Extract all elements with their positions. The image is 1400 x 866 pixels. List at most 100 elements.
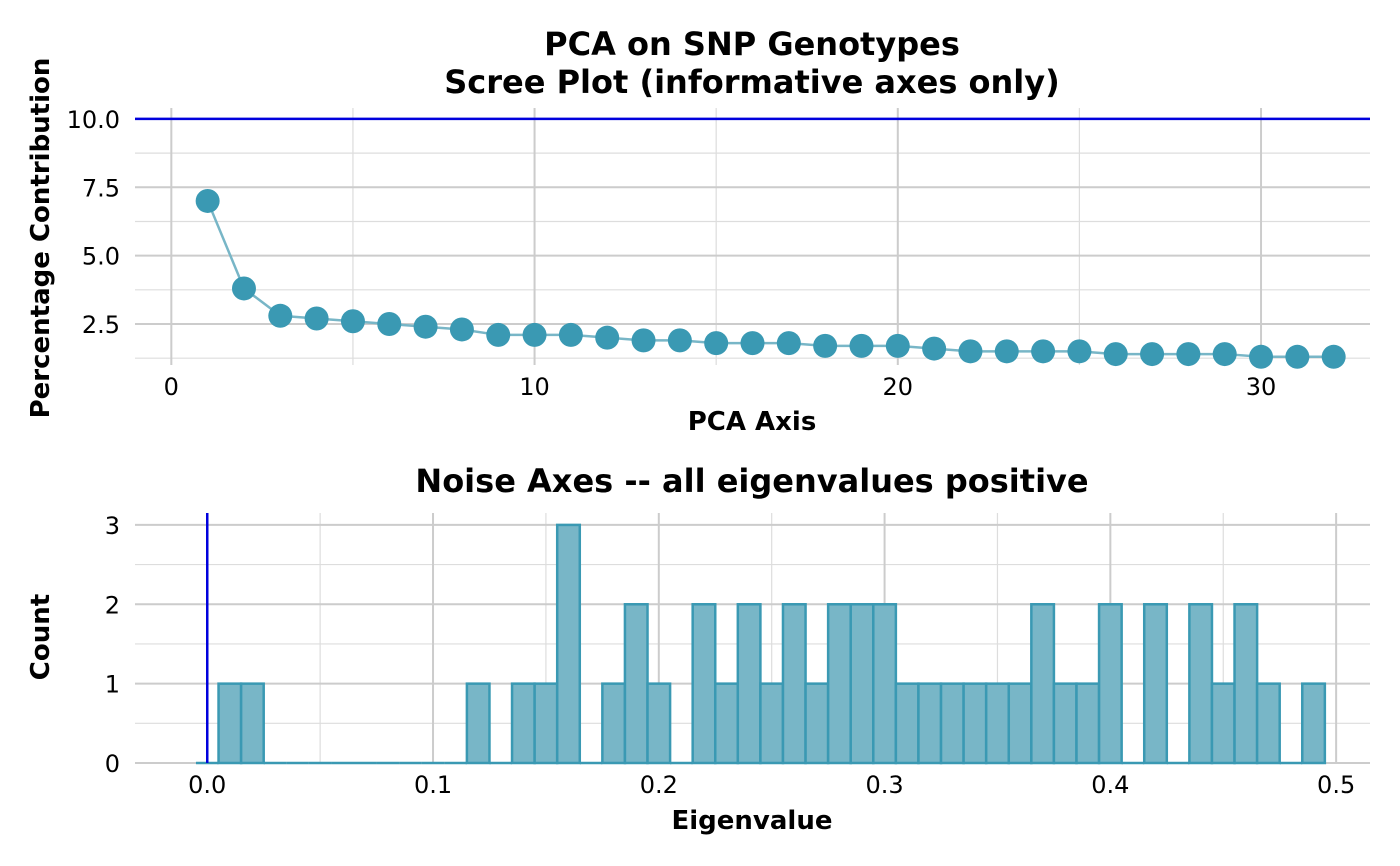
histogram-bar [1142, 603, 1169, 765]
scree-x-tick-label: 20 [883, 373, 914, 401]
scree-point [1140, 342, 1165, 367]
histogram-bar [1097, 603, 1123, 765]
scree-point [195, 188, 220, 213]
scree-x-tick-labels: 0 10 20 30 [164, 373, 1277, 401]
histogram-bar [984, 682, 1011, 765]
scree-point [631, 328, 656, 353]
scree-point [740, 331, 765, 356]
scree-point [231, 276, 256, 301]
histogram-bar [1255, 682, 1281, 765]
histogram-panel: 0.0 0.1 0.2 0.3 0.4 0.5 0 1 2 3 Noise Axes -- al… [26, 462, 1370, 836]
scree-x-axis-label: PCA Axis [688, 407, 817, 437]
scree-points [195, 188, 1346, 369]
histogram-x-tick-label: 0.3 [865, 771, 903, 799]
histogram-bar [1030, 603, 1056, 765]
histogram-bar [826, 603, 852, 765]
scree-series-line [206, 200, 1334, 359]
histogram-bar [533, 682, 559, 765]
histogram-x-tick-label: 0.5 [1317, 771, 1355, 799]
scree-point [340, 309, 365, 334]
scree-y-tick-label: 2.5 [82, 311, 120, 339]
scree-y-tick-label: 5.0 [82, 243, 120, 271]
scree-title-line2: Scree Plot (informative axes only) [444, 63, 1060, 101]
scree-gridlines [135, 108, 1370, 365]
scree-point [486, 322, 511, 347]
histogram-bar [601, 682, 627, 765]
histogram-bar [872, 603, 898, 765]
histogram-y-tick-label: 2 [105, 591, 120, 619]
histogram-bar [849, 603, 875, 765]
histogram-bar [691, 603, 717, 765]
scree-point [1067, 339, 1092, 364]
scree-x-tick-label: 0 [164, 373, 179, 401]
histogram-x-tick-label: 0.0 [188, 771, 226, 799]
histogram-x-tick-label: 0.4 [1091, 771, 1129, 799]
scree-point [1321, 344, 1346, 369]
scree-point [885, 333, 910, 358]
scree-point [958, 339, 983, 364]
scree-y-tick-label: 7.5 [82, 174, 120, 202]
scree-x-tick-label: 10 [519, 373, 550, 401]
histogram-bar [1233, 603, 1259, 765]
scree-point [667, 328, 692, 353]
histogram-bar [759, 682, 785, 765]
histogram-bar [1052, 682, 1078, 765]
histogram-bar [510, 682, 536, 765]
histogram-bar [781, 603, 807, 765]
histogram-y-tick-label: 0 [105, 750, 120, 778]
histogram-bars [195, 523, 1327, 765]
scree-point [1176, 342, 1201, 367]
scree-point [413, 314, 438, 339]
scree-point [522, 322, 547, 347]
scree-y-axis-label: Percentage Contribution [26, 58, 56, 419]
scree-point [994, 339, 1019, 364]
histogram-bar [939, 682, 965, 765]
histogram-bar [465, 682, 491, 765]
scree-x-tick-label: 30 [1246, 373, 1277, 401]
histogram-x-tick-label: 0.1 [414, 771, 452, 799]
scree-point [304, 306, 329, 331]
histogram-x-axis-label: Eigenvalue [672, 806, 833, 836]
histogram-bar [646, 682, 672, 765]
scree-point [558, 322, 583, 347]
histogram-bar [962, 682, 988, 765]
scree-point [1249, 344, 1274, 369]
histogram-bar [217, 682, 243, 765]
histogram-bar [239, 682, 265, 765]
histogram-bar [736, 603, 762, 765]
scree-point [1285, 344, 1310, 369]
scree-point [1212, 342, 1237, 367]
histogram-bar [1075, 682, 1101, 765]
scree-point [813, 333, 838, 358]
histogram-bar [917, 682, 943, 765]
histogram-bar [1301, 682, 1327, 765]
histogram-y-tick-label: 3 [105, 512, 120, 540]
scree-point [849, 333, 874, 358]
scree-point [449, 317, 474, 342]
scree-point [1103, 342, 1128, 367]
histogram-y-tick-labels: 0 1 2 3 [105, 512, 120, 778]
histogram-x-tick-label: 0.2 [640, 771, 678, 799]
scree-point [704, 331, 729, 356]
scree-point [377, 311, 402, 336]
scree-title-line1: PCA on SNP Genotypes [544, 25, 960, 63]
histogram-bar [1188, 603, 1214, 765]
scree-point [268, 303, 293, 328]
scree-y-tick-labels: 2.5 5.0 7.5 10.0 [67, 106, 120, 339]
histogram-x-tick-labels: 0.0 0.1 0.2 0.3 0.4 0.5 [188, 771, 1355, 799]
histogram-bar [555, 523, 582, 765]
histogram-bar [623, 603, 649, 765]
histogram-y-axis-label: Count [26, 594, 56, 680]
histogram-bar [1210, 682, 1236, 765]
histogram-bar [804, 682, 830, 765]
histogram-bar [894, 682, 920, 765]
scree-point [922, 336, 947, 361]
scree-panel: 0 10 20 30 2.5 5.0 7.5 10.0 PCA on SNP Genotyp… [26, 25, 1370, 437]
scree-point [776, 331, 801, 356]
histogram-y-tick-label: 1 [105, 671, 120, 699]
histogram-title: Noise Axes -- all eigenvalues positive [415, 462, 1088, 500]
scree-point [595, 325, 620, 350]
histogram-bar [1007, 682, 1033, 765]
